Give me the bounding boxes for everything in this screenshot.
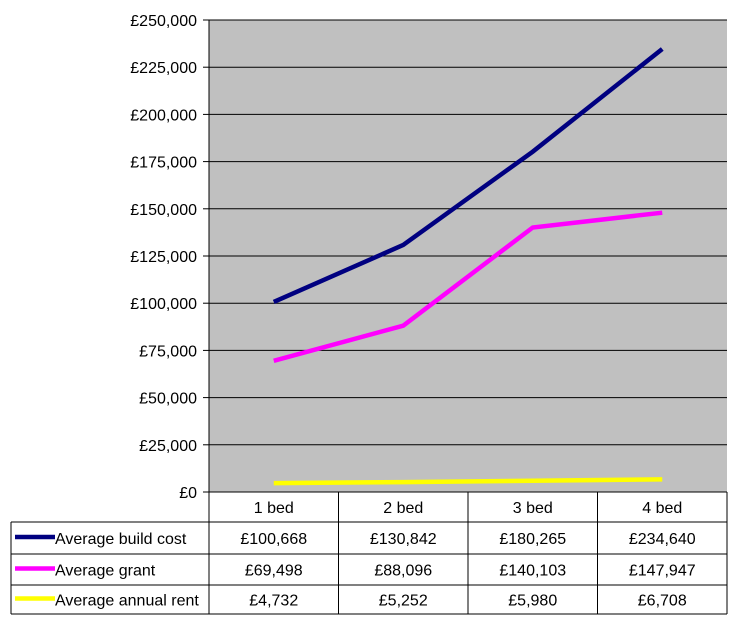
- legend-label: Average annual rent: [55, 593, 199, 610]
- y-tick-label: £25,000: [139, 438, 197, 455]
- y-tick-label: £250,000: [130, 13, 197, 30]
- data-label: £147,947: [629, 563, 696, 580]
- x-category-label: 3 bed: [513, 500, 553, 517]
- data-label: £140,103: [499, 563, 566, 580]
- data-label: £6,708: [638, 593, 687, 610]
- series-line: [272, 47, 664, 304]
- data-label: £234,640: [629, 531, 696, 548]
- data-label: £100,668: [240, 531, 307, 548]
- y-tick-label: £125,000: [130, 249, 197, 266]
- plot-area: £0 £25,000 £50,000 £75,000 £100,000 £125,000 £…: [130, 13, 727, 502]
- y-tick-label: £75,000: [139, 343, 197, 360]
- legend-label: Average build cost: [55, 531, 187, 548]
- x-category-label: 2 bed: [383, 500, 423, 517]
- y-tick-label: £175,000: [130, 155, 197, 172]
- x-category-label: 1 bed: [254, 500, 294, 517]
- y-tick-label: £0: [179, 485, 197, 502]
- data-label: £88,096: [374, 563, 432, 580]
- data-label: £4,732: [249, 593, 298, 610]
- y-tick-label: £100,000: [130, 296, 197, 313]
- data-label: £69,498: [245, 563, 303, 580]
- y-tick-label: £225,000: [130, 60, 197, 77]
- data-label: £5,980: [508, 593, 557, 610]
- series-line: [273, 210, 663, 363]
- legend-label: Average grant: [55, 563, 156, 580]
- series-line: [273, 477, 663, 486]
- y-tick-label: £50,000: [139, 391, 197, 408]
- x-category-label: 4 bed: [642, 500, 682, 517]
- data-label: £130,842: [370, 531, 437, 548]
- data-label: £5,252: [379, 593, 428, 610]
- y-tick-label: £200,000: [130, 107, 197, 124]
- data-table: 1 bed 2 bed 3 bed 4 bed Average build cost £1…: [10, 491, 728, 615]
- y-tick-label: £150,000: [130, 202, 197, 219]
- data-label: £180,265: [499, 531, 566, 548]
